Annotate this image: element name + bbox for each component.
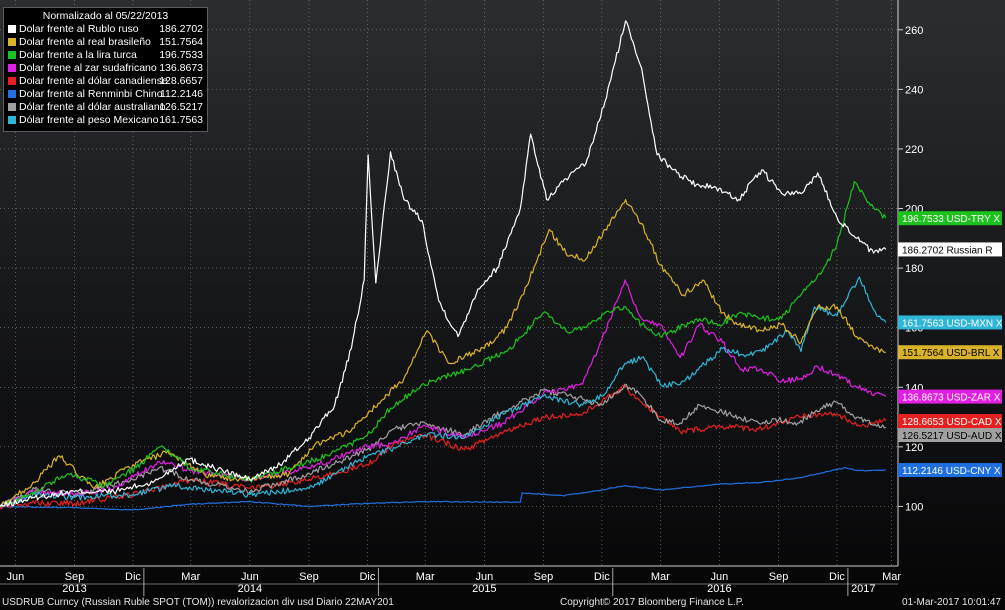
legend-entry: Dolar frente al real brasileño 151.7564 bbox=[4, 36, 207, 49]
legend-entry: Dolar frene al zar sudafricano 136.8673 bbox=[4, 62, 207, 75]
series-line bbox=[0, 199, 886, 507]
value-tag-box bbox=[898, 428, 1002, 443]
legend-value: 196.7533 bbox=[159, 49, 203, 61]
x-year-label: 2013 bbox=[62, 583, 86, 595]
y-tick-label: 120 bbox=[905, 442, 923, 454]
x-year-label: 2015 bbox=[472, 583, 496, 595]
legend-label: Dolar frente al Renminbi Chino bbox=[19, 88, 163, 100]
legend-swatch bbox=[8, 116, 16, 124]
value-tag-label: 186.2702 Russian R bbox=[902, 245, 993, 256]
legend-entry: Dólar frente al dólar australiano 126.521… bbox=[4, 101, 207, 114]
legend-label: Dólar frente al dólar australiano bbox=[19, 101, 166, 113]
legend-swatch bbox=[8, 64, 16, 72]
legend-value: 161.7563 bbox=[159, 114, 203, 126]
x-tick-label: Sep bbox=[769, 571, 789, 583]
value-tag-box bbox=[898, 211, 1002, 226]
y-tick-label: 260 bbox=[905, 25, 923, 37]
value-tag-label: 128.6653 USD-CAD X bbox=[902, 417, 1002, 428]
value-tag-label: 161.7563 USD-MXN X bbox=[902, 318, 1003, 329]
x-tick-label: Jun bbox=[241, 571, 259, 583]
value-tag-label: 136.8673 USD-ZAR X bbox=[902, 393, 1001, 404]
footer-description: USDRUB Curncy (Russian Ruble SPOT (TOM))… bbox=[2, 597, 394, 608]
y-tick-label: 100 bbox=[905, 501, 923, 513]
legend-value: 136.8673 bbox=[159, 62, 203, 74]
value-tag-box bbox=[898, 463, 1002, 478]
y-tick-label: 180 bbox=[905, 263, 923, 275]
legend-label: Dolar frente a la lira turca bbox=[19, 49, 137, 61]
legend-label: Dólar frente al peso Mexicano bbox=[19, 114, 159, 126]
legend-swatch bbox=[8, 38, 16, 46]
legend-value: 128.6657 bbox=[159, 75, 203, 87]
series-line bbox=[0, 20, 887, 507]
x-tick-label: Dic bbox=[125, 571, 141, 583]
legend-label: Dolar frente al real brasileño bbox=[19, 36, 151, 48]
legend-value: 112.2146 bbox=[159, 88, 203, 100]
x-tick-label: Sep bbox=[534, 571, 554, 583]
x-tick-label: Sep bbox=[65, 571, 85, 583]
legend-value: 151.7564 bbox=[159, 36, 203, 48]
value-tag-label: 112.2146 USD-CNY X bbox=[902, 466, 1001, 477]
y-tick-label: 240 bbox=[905, 84, 923, 96]
value-tag-box bbox=[898, 242, 1002, 257]
legend-swatch bbox=[8, 103, 16, 111]
x-tick-label: Mar bbox=[882, 571, 901, 583]
series-line bbox=[0, 181, 887, 508]
legend-label: Dolar frene al zar sudafricano bbox=[19, 62, 157, 74]
legend-entry: Dolar frente al dólar canadiense 128.6657 bbox=[4, 75, 207, 88]
x-tick-label: Sep bbox=[299, 571, 319, 583]
x-tick-label: Mar bbox=[416, 571, 435, 583]
value-tag-box bbox=[898, 345, 1002, 360]
legend: Normalizado al 05/22/2013 Dolar frente a… bbox=[3, 7, 208, 132]
legend-entry: Dólar frente al peso Mexicano 161.7563 bbox=[4, 114, 207, 127]
footer-timestamp: 01-Mar-2017 10:01:47 bbox=[902, 597, 1001, 608]
x-year-label: 2017 bbox=[851, 583, 875, 595]
x-tick-label: Dic bbox=[829, 571, 845, 583]
value-tag-box bbox=[898, 315, 1002, 330]
x-tick-label: Jun bbox=[711, 571, 729, 583]
x-tick-label: Mar bbox=[181, 571, 200, 583]
footer-copyright: Copyright© 2017 Bloomberg Finance L.P. bbox=[560, 597, 744, 608]
legend-swatch bbox=[8, 90, 16, 98]
value-tag-label: 126.5217 USD-AUD X bbox=[902, 431, 1002, 442]
series-line bbox=[0, 276, 887, 507]
y-tick-label: 220 bbox=[905, 144, 923, 156]
x-tick-label: Dic bbox=[594, 571, 610, 583]
legend-swatch bbox=[8, 77, 16, 85]
value-tag-box bbox=[898, 389, 1002, 404]
x-year-label: 2014 bbox=[238, 583, 262, 595]
legend-value: 126.5217 bbox=[159, 101, 203, 113]
legend-swatch bbox=[8, 51, 16, 59]
value-tag-label: 151.7564 USD-BRL X bbox=[902, 348, 1000, 359]
legend-label: Dolar frente al Rublo ruso bbox=[19, 23, 139, 35]
value-tag-box bbox=[898, 414, 1002, 429]
legend-swatch bbox=[8, 25, 16, 33]
legend-value: 186.2702 bbox=[159, 23, 203, 35]
series-line bbox=[0, 279, 887, 509]
legend-title: Normalizado al 05/22/2013 bbox=[42, 10, 169, 22]
series-line bbox=[0, 467, 886, 511]
x-year-label: 2016 bbox=[707, 583, 731, 595]
legend-entry: Dolar frente al Rublo ruso 186.2702 bbox=[4, 23, 207, 36]
legend-entry: Dolar frente a la lira turca 196.7533 bbox=[4, 49, 207, 62]
value-tag-label: 196.7533 USD-TRY X bbox=[902, 214, 1000, 225]
x-tick-label: Mar bbox=[651, 571, 670, 583]
series-line bbox=[0, 384, 887, 510]
x-tick-label: Jun bbox=[475, 571, 493, 583]
x-tick-label: Jun bbox=[7, 571, 25, 583]
legend-label: Dolar frente al dólar canadiense bbox=[19, 75, 168, 87]
legend-entry: Dolar frente al Renminbi Chino 112.2146 bbox=[4, 88, 207, 101]
x-tick-label: Dic bbox=[359, 571, 375, 583]
